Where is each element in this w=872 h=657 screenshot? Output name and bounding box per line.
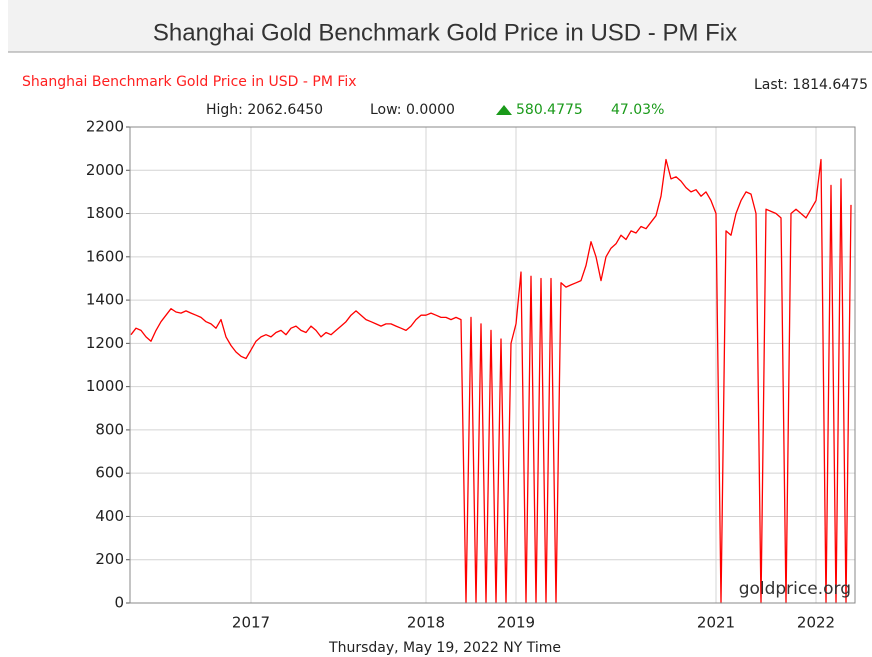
price-line — [130, 158, 852, 604]
x-tick-label: 2018 — [407, 614, 445, 632]
y-tick-label: 1400 — [86, 291, 124, 309]
y-tick-label: 800 — [95, 420, 124, 438]
footer: Thursday, May 19, 2022 NY Time — [328, 640, 561, 656]
y-tick-label: 0 — [114, 594, 124, 612]
high: High: 2062.6450 — [206, 102, 323, 118]
y-tick-label: 600 — [95, 464, 124, 482]
last-price: Last: 1814.6475 — [754, 77, 868, 93]
up-arrow — [496, 105, 512, 115]
y-tick-label: 2000 — [86, 161, 124, 179]
plot-frame — [129, 126, 856, 604]
change-pct: 47.03% — [611, 102, 664, 118]
y-tick-label: 200 — [95, 550, 124, 568]
x-tick-label: 2021 — [697, 614, 735, 632]
y-tick-label: 1200 — [86, 334, 124, 352]
low: Low: 0.0000 — [370, 102, 455, 118]
chart-title: Shanghai Benchmark Gold Price in USD - P… — [22, 74, 357, 90]
page-header: Shanghai Gold Benchmark Gold Price in US… — [153, 19, 737, 46]
y-tick-label: 400 — [95, 507, 124, 525]
header-bar — [8, 0, 872, 52]
change: 580.4775 — [516, 102, 583, 118]
y-tick-label: 1600 — [86, 247, 124, 265]
x-tick-label: 2019 — [497, 614, 535, 632]
y-tick-label: 2200 — [86, 118, 124, 136]
watermark: goldprice.org — [739, 579, 851, 599]
x-tick-label: 2017 — [232, 614, 270, 632]
x-tick-label: 2022 — [797, 614, 835, 632]
y-tick-label: 1800 — [86, 204, 124, 222]
y-tick-label: 1000 — [86, 377, 124, 395]
